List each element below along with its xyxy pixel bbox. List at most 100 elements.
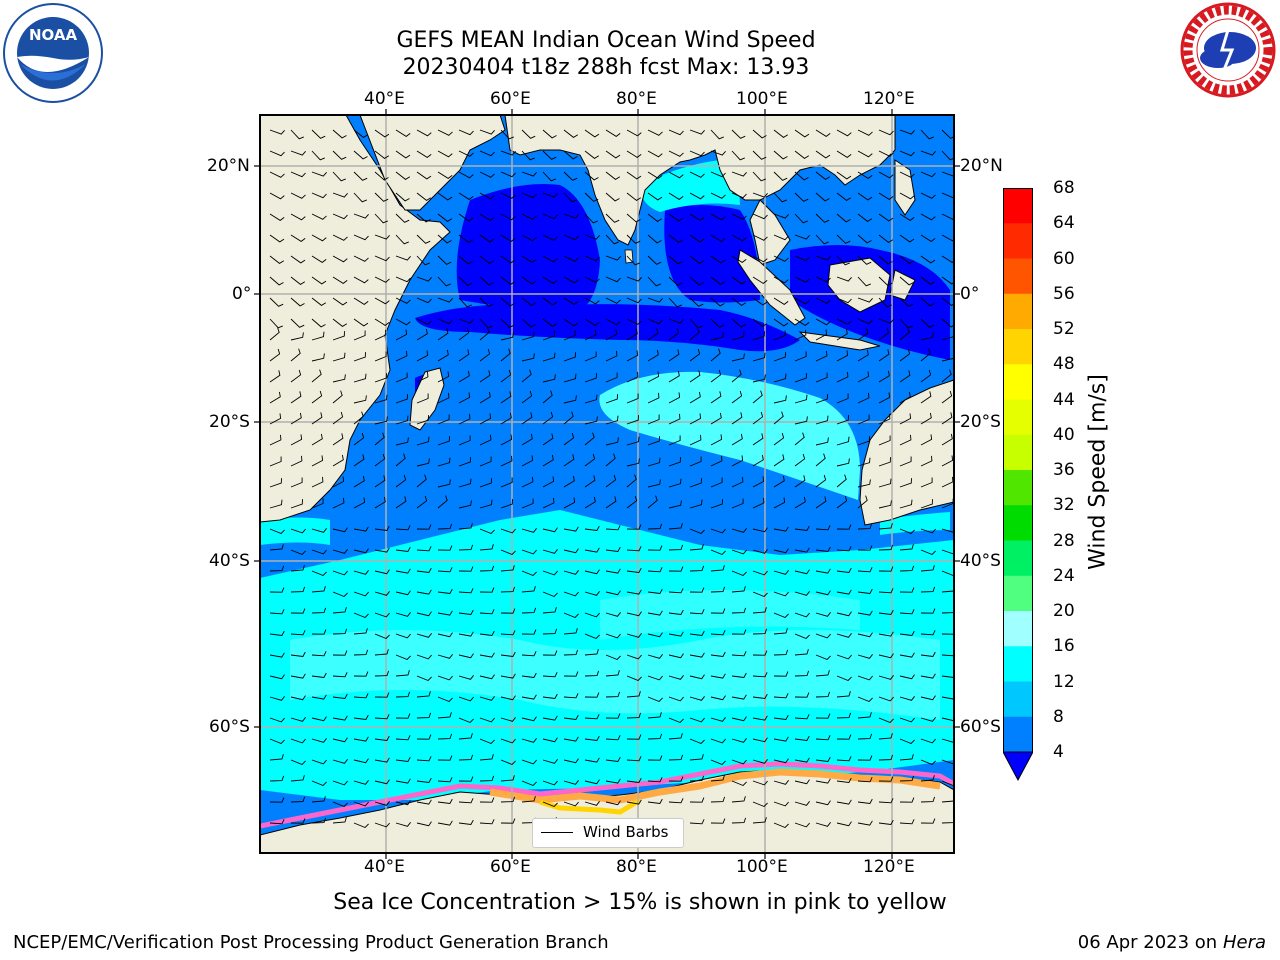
wind-barb [374, 692, 390, 698]
wind-barb [458, 631, 474, 637]
wind-barb [500, 213, 516, 221]
wind-barb [815, 822, 831, 827]
wind-barb [500, 255, 516, 264]
wind-barb [353, 612, 369, 619]
wind-barb [311, 276, 327, 285]
wind-barb [941, 455, 954, 467]
wind-barb [311, 672, 327, 678]
wind-barb [353, 234, 369, 241]
wind-barb [458, 297, 472, 308]
wind-barb [605, 778, 621, 784]
wind-barb [395, 496, 407, 509]
wind-barb [416, 436, 430, 446]
wind-barb [626, 213, 641, 223]
wind-barb [332, 433, 344, 446]
wind-barb [668, 234, 684, 243]
wind-barb [479, 456, 492, 467]
wind-barb [269, 696, 285, 701]
wind-barb [710, 477, 723, 488]
wind-barb [542, 497, 555, 509]
wind-barb [647, 798, 663, 804]
wind-barb [458, 523, 473, 530]
wind-barb [353, 649, 369, 656]
wind-barb [458, 435, 471, 446]
wind-barb [479, 738, 495, 745]
wind-barb [416, 328, 428, 341]
wind-barb [647, 755, 663, 761]
wind-barb [395, 234, 409, 245]
wind-barb [878, 297, 892, 308]
wind-barb [500, 608, 516, 614]
legend-line [541, 832, 573, 833]
colorbar [1002, 188, 1034, 782]
wind-barb [563, 411, 574, 425]
wind-barb [815, 372, 828, 383]
wind-barb [584, 276, 600, 283]
wind-barb [626, 524, 642, 530]
wind-barb [878, 609, 894, 615]
wind-barb [584, 692, 600, 698]
wind-barb [941, 633, 954, 635]
wind-barb [920, 129, 934, 140]
wind-barb [521, 390, 533, 404]
wind-barb [374, 612, 390, 618]
wind-barb [290, 673, 306, 679]
wind-barb [605, 756, 621, 762]
wind-barb [710, 565, 725, 572]
wind-barb [920, 528, 936, 534]
wind-barb [899, 213, 915, 221]
wind-barb [584, 453, 596, 467]
wind-barb [626, 777, 642, 783]
wind-barb [563, 548, 579, 554]
wind-barb [290, 608, 306, 614]
wind-barb [437, 798, 453, 804]
wind-barb [479, 234, 495, 243]
wind-barb [395, 415, 409, 425]
wind-barb [815, 800, 831, 806]
wind-barb [710, 796, 726, 803]
wind-barb [479, 797, 495, 803]
wind-barb [794, 150, 810, 159]
wind-barb [857, 392, 870, 404]
wind-barb [857, 755, 873, 761]
wind-barb [857, 545, 873, 551]
wind-barb [584, 525, 600, 531]
wind-barb [878, 798, 894, 804]
wind-barb [542, 374, 556, 383]
wind-barb [521, 234, 537, 242]
wind-barb [710, 434, 723, 446]
wind-barb [269, 129, 285, 135]
wind-barb [605, 546, 621, 552]
wind-barb [647, 436, 660, 446]
wind-barb [857, 349, 869, 362]
wind-barb [647, 588, 663, 594]
wind-barb [269, 754, 284, 761]
wind-barb [416, 675, 432, 682]
wind-barb [395, 171, 411, 180]
wind-barb [374, 150, 390, 159]
colorbar-tick: 36 [1053, 460, 1075, 480]
wind-barb [353, 171, 368, 181]
wind-barb [416, 276, 432, 282]
wind-barb [689, 150, 705, 157]
legend-label: Wind Barbs [583, 823, 669, 841]
wind-barb [794, 779, 810, 785]
wind-barb [794, 192, 809, 202]
wind-barb [710, 608, 726, 614]
wind-barb [584, 633, 600, 640]
wind-barb [395, 612, 411, 617]
wind-barb [710, 412, 722, 425]
wind-barb [668, 150, 684, 157]
wind-barb [605, 329, 618, 341]
wind-barb [458, 653, 474, 659]
wind-barb [416, 712, 432, 719]
wind-barb [689, 171, 705, 178]
wind-barb [647, 523, 663, 530]
wind-barb [290, 318, 305, 328]
wind-barb [269, 819, 285, 825]
wind-barb [521, 607, 537, 614]
wind-barb [395, 654, 411, 661]
wind-barb [500, 234, 516, 242]
wind-barb [353, 318, 369, 327]
wind-barb [794, 373, 807, 383]
